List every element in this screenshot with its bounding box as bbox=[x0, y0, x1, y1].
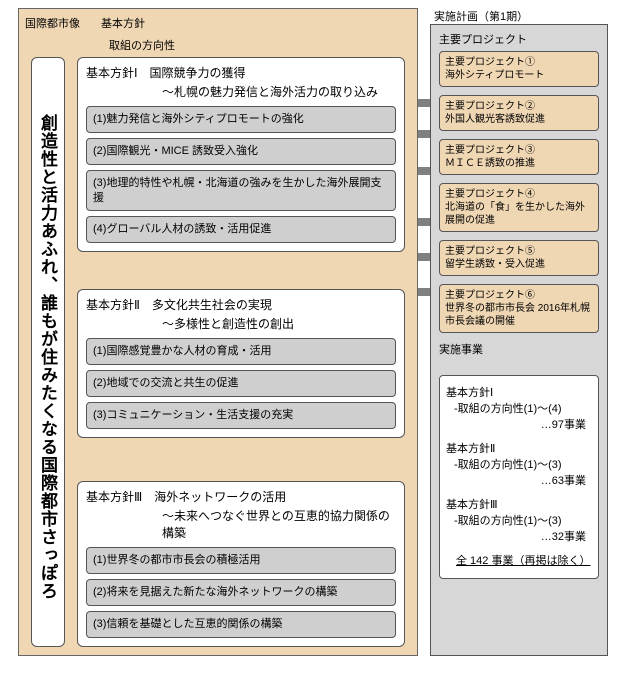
policy-title-row: 基本方針Ⅱ 多文化共生社会の実現 bbox=[86, 296, 396, 313]
project-item: 主要プロジェクト⑤留学生誘致・受入促進 bbox=[439, 240, 599, 276]
main-policy-block: 国際都市像 基本方針 取組の方向性 創造性と活力あふれ、誰もが住みたくなる国際都… bbox=[18, 8, 418, 656]
impl-count: …97事業 bbox=[446, 416, 586, 432]
policy-subtitle: ～札幌の魅力発信と海外活力の取り込み bbox=[162, 83, 396, 100]
impl-group: 基本方針Ⅱ-取組の方向性(1)～(3)…63事業 bbox=[446, 440, 592, 488]
project-number: 主要プロジェクト④ bbox=[445, 188, 593, 201]
impl-policy-name: 基本方針Ⅱ bbox=[446, 440, 592, 456]
impl-range: -取組の方向性(1)～(4) bbox=[454, 400, 592, 416]
policy-title-row: 基本方針Ⅰ 国際競争力の獲得 bbox=[86, 64, 396, 81]
policy-box: 基本方針Ⅱ 多文化共生社会の実現 ～多様性と創造性の創出 (1)国際感覚豊かな人材の育… bbox=[77, 289, 405, 438]
header-direction-label: 取組の方向性 bbox=[109, 37, 175, 53]
policy-name: 基本方針Ⅱ bbox=[86, 296, 140, 313]
direction-item: (1)世界冬の都市市長会の積極活用 bbox=[86, 547, 396, 574]
project-number: 主要プロジェクト⑤ bbox=[445, 245, 593, 258]
impl-range: -取組の方向性(1)～(3) bbox=[454, 456, 592, 472]
project-title: 北海道の「食」を生かした海外展開の促進 bbox=[445, 201, 593, 227]
policy-title: 海外ネットワークの活用 bbox=[154, 488, 286, 505]
impl-box: 基本方針Ⅰ-取組の方向性(1)～(4)…97事業基本方針Ⅱ-取組の方向性(1)～… bbox=[439, 375, 599, 579]
diagram-root: 国際都市像 基本方針 取組の方向性 創造性と活力あふれ、誰もが住みたくなる国際都… bbox=[0, 0, 623, 675]
project-number: 主要プロジェクト② bbox=[445, 100, 593, 113]
direction-item: (3)コミュニケーション・生活支援の充実 bbox=[86, 402, 396, 429]
impl-policy-name: 基本方針Ⅲ bbox=[446, 496, 592, 512]
impl-group: 基本方針Ⅰ-取組の方向性(1)～(4)…97事業 bbox=[446, 384, 592, 432]
header-vision-label: 国際都市像 bbox=[25, 15, 80, 31]
project-item: 主要プロジェクト③ＭＩＣＥ誘致の推進 bbox=[439, 139, 599, 175]
direction-item: (1)魅力発信と海外シティプロモートの強化 bbox=[86, 106, 396, 133]
right-column: 主要プロジェクト 主要プロジェクト①海外シティプロモート主要プロジェクト②外国人… bbox=[430, 24, 608, 656]
header-policy-label: 基本方針 bbox=[101, 15, 145, 31]
projects-section-label: 主要プロジェクト bbox=[439, 31, 599, 47]
policy-name: 基本方針Ⅲ bbox=[86, 488, 142, 505]
project-title: 海外シティプロモート bbox=[445, 69, 593, 82]
right-title: 実施計画（第1期） bbox=[434, 8, 528, 24]
project-title: 留学生誘致・受入促進 bbox=[445, 258, 593, 271]
policy-subtitle: ～多様性と創造性の創出 bbox=[162, 315, 396, 332]
project-title: ＭＩＣＥ誘致の推進 bbox=[445, 157, 593, 170]
vision-vertical: 創造性と活力あふれ、誰もが住みたくなる国際都市さっぽろ bbox=[31, 57, 65, 647]
impl-group: 基本方針Ⅲ-取組の方向性(1)～(3)…32事業 bbox=[446, 496, 592, 544]
direction-item: (2)国際観光・MICE 誘致受入強化 bbox=[86, 138, 396, 165]
policy-title-row: 基本方針Ⅲ 海外ネットワークの活用 bbox=[86, 488, 396, 505]
direction-item: (3)地理的特性や札幌・北海道の強みを生かした海外展開支援 bbox=[86, 170, 396, 212]
project-item: 主要プロジェクト⑥世界冬の都市市長会 2016年札幌市長会議の開催 bbox=[439, 284, 599, 333]
impl-count: …32事業 bbox=[446, 528, 586, 544]
direction-item: (4)グローバル人材の誘致・活用促進 bbox=[86, 216, 396, 243]
impl-policy-name: 基本方針Ⅰ bbox=[446, 384, 592, 400]
project-title: 外国人観光客誘致促進 bbox=[445, 113, 593, 126]
policy-box: 基本方針Ⅰ 国際競争力の獲得 ～札幌の魅力発信と海外活力の取り込み (1)魅力発信と海… bbox=[77, 57, 405, 252]
impl-section-label: 実施事業 bbox=[439, 341, 599, 357]
policy-title: 国際競争力の獲得 bbox=[150, 64, 246, 81]
project-number: 主要プロジェクト① bbox=[445, 56, 593, 69]
project-number: 主要プロジェクト③ bbox=[445, 144, 593, 157]
policy-title: 多文化共生社会の実現 bbox=[152, 296, 272, 313]
project-item: 主要プロジェクト④北海道の「食」を生かした海外展開の促進 bbox=[439, 183, 599, 232]
direction-item: (1)国際感覚豊かな人材の育成・活用 bbox=[86, 338, 396, 365]
direction-item: (3)信頼を基礎とした互恵的関係の構築 bbox=[86, 611, 396, 638]
policy-box: 基本方針Ⅲ 海外ネットワークの活用 ～未来へつなぐ世界との互恵的協力関係の構築 (1)… bbox=[77, 481, 405, 647]
direction-item: (2)地域での交流と共生の促進 bbox=[86, 370, 396, 397]
policy-subtitle: ～未来へつなぐ世界との互恵的協力関係の構築 bbox=[162, 507, 396, 541]
project-item: 主要プロジェクト①海外シティプロモート bbox=[439, 51, 599, 87]
policy-name: 基本方針Ⅰ bbox=[86, 64, 138, 81]
project-item: 主要プロジェクト②外国人観光客誘致促進 bbox=[439, 95, 599, 131]
project-number: 主要プロジェクト⑥ bbox=[445, 289, 593, 302]
impl-count: …63事業 bbox=[446, 472, 586, 488]
impl-total: 全 142 事業（再掲は除く） bbox=[456, 552, 592, 568]
impl-range: -取組の方向性(1)～(3) bbox=[454, 512, 592, 528]
direction-item: (2)将来を見据えた新たな海外ネットワークの構築 bbox=[86, 579, 396, 606]
project-title: 世界冬の都市市長会 2016年札幌市長会議の開催 bbox=[445, 302, 593, 328]
